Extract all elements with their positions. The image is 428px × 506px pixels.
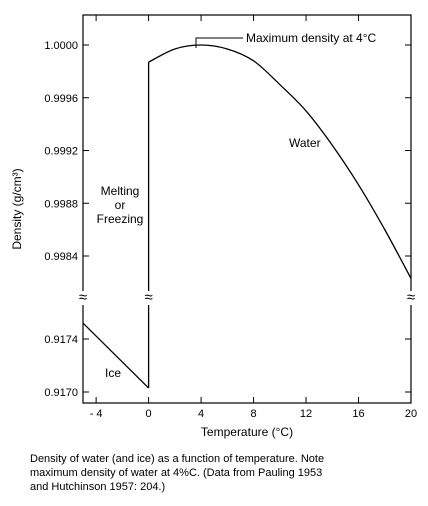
figure-caption: Density of water (and ice) as a function…	[30, 453, 325, 493]
right-axis-break-symbol: ≈	[407, 289, 415, 306]
x-tick-label: 16	[352, 408, 364, 420]
ice-density-line	[82, 322, 150, 389]
transition-break-symbol: ≈	[144, 289, 152, 306]
max-density-annotation: Maximum density at 4°C	[246, 31, 377, 45]
x-tick-label: 0	[146, 408, 152, 420]
x-tick-label: 8	[250, 408, 256, 420]
x-axis-ticks: - 4 0 4 8 12 16 20	[90, 15, 417, 420]
y-tick-label: 0.9988	[44, 198, 78, 210]
y-tick-label: 1.0000	[44, 40, 78, 52]
y-tick-label: 0.9984	[44, 251, 78, 263]
left-axis-break-symbol: ≈	[79, 289, 87, 306]
melting-label-line2: or	[115, 198, 126, 212]
x-axis-title: Temperature (°C)	[201, 425, 293, 439]
plot-frame	[82, 14, 412, 404]
y-axis-title: Density (g/cm³)	[10, 168, 24, 249]
y-axis-ticks: 0.9984 0.9988 0.9992 0.9996 1.0000 0.9170 0.91…	[44, 40, 411, 399]
y-tick-label: 0.9174	[44, 334, 78, 346]
melting-label-line1: Melting	[101, 184, 140, 198]
y-tick-label: 0.9992	[44, 146, 78, 158]
x-tick-label: - 4	[90, 408, 103, 420]
x-tick-label: 20	[405, 408, 417, 420]
water-label: Water	[289, 136, 321, 150]
right-axis-break-gap	[407, 291, 414, 305]
x-tick-label: 12	[300, 408, 312, 420]
x-tick-label: 4	[198, 408, 204, 420]
y-tick-label: 0.9170	[44, 387, 78, 399]
max-density-pointer	[195, 37, 243, 48]
melting-label-line3: Freezing	[97, 212, 144, 226]
water-density-curve	[148, 44, 412, 279]
left-axis-break-gap	[80, 291, 87, 305]
data-series: ≈	[82, 44, 412, 389]
density-chart: ≈ ≈ - 4 0 4 8 12 16 20 0.9984 0.9988 0.9992 0.999…	[10, 14, 417, 439]
ice-label: Ice	[105, 366, 121, 380]
y-tick-label: 0.9996	[44, 93, 78, 105]
transition-break-gap	[143, 291, 154, 305]
